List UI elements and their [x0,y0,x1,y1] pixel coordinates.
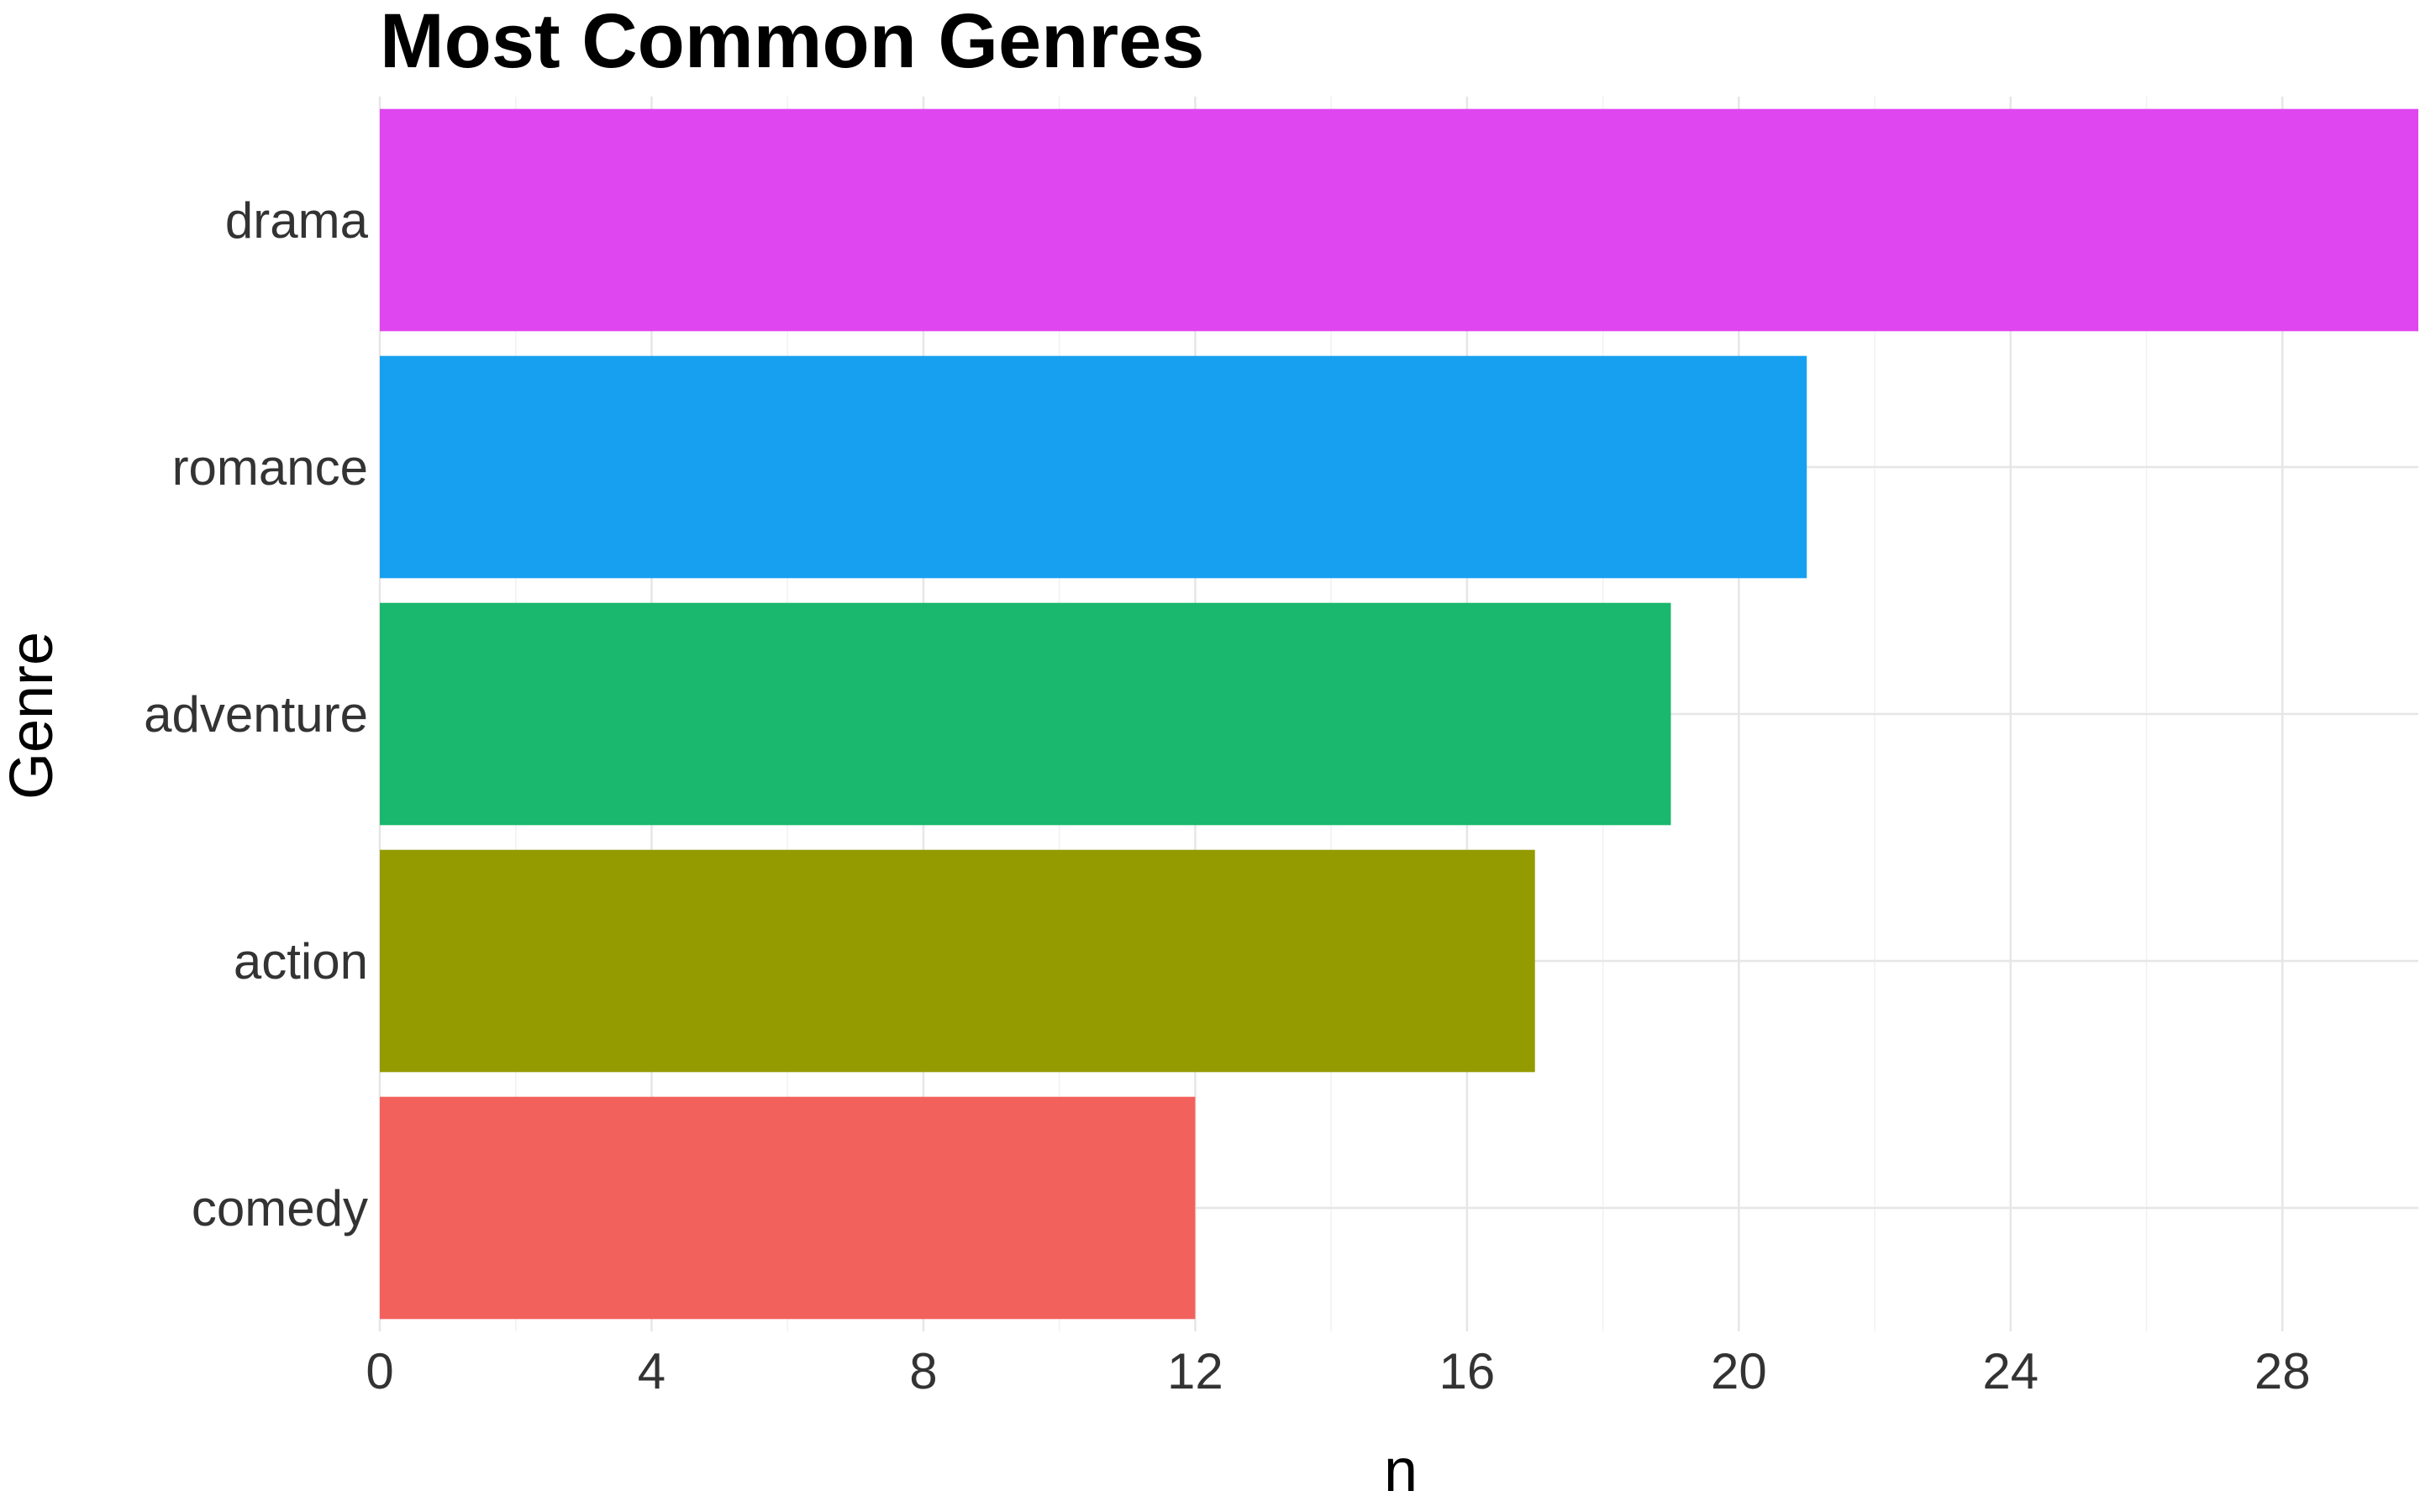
bar-comedy [380,1096,1196,1320]
x-tick-label: 4 [638,1343,666,1399]
bars [380,108,2418,1320]
category-label-action: action [234,933,368,990]
x-tick-label: 8 [909,1343,937,1399]
x-tick-labels: 0 4 8 12 16 20 24 28 [366,1343,2310,1399]
x-tick-label: 20 [1711,1343,1767,1399]
x-axis-title: n [1384,1437,1418,1504]
x-tick-label: 24 [1982,1343,2039,1399]
y-axis-title: Genre [0,632,66,800]
chart-title: Most Common Genres [380,0,1204,84]
x-tick-label: 0 [366,1343,393,1399]
category-label-comedy: comedy [192,1180,368,1236]
x-tick-label: 12 [1167,1343,1223,1399]
bar-romance [380,355,1807,579]
bar-adventure [380,602,1671,826]
x-tick-label: 16 [1439,1343,1495,1399]
category-label-drama: drama [225,192,369,249]
bar-action [380,849,1535,1073]
category-labels: drama romance adventure action comedy [144,192,368,1236]
category-label-romance: romance [172,439,368,496]
bar-drama [380,108,2418,332]
x-tick-label: 28 [2254,1343,2311,1399]
category-label-adventure: adventure [144,686,368,743]
